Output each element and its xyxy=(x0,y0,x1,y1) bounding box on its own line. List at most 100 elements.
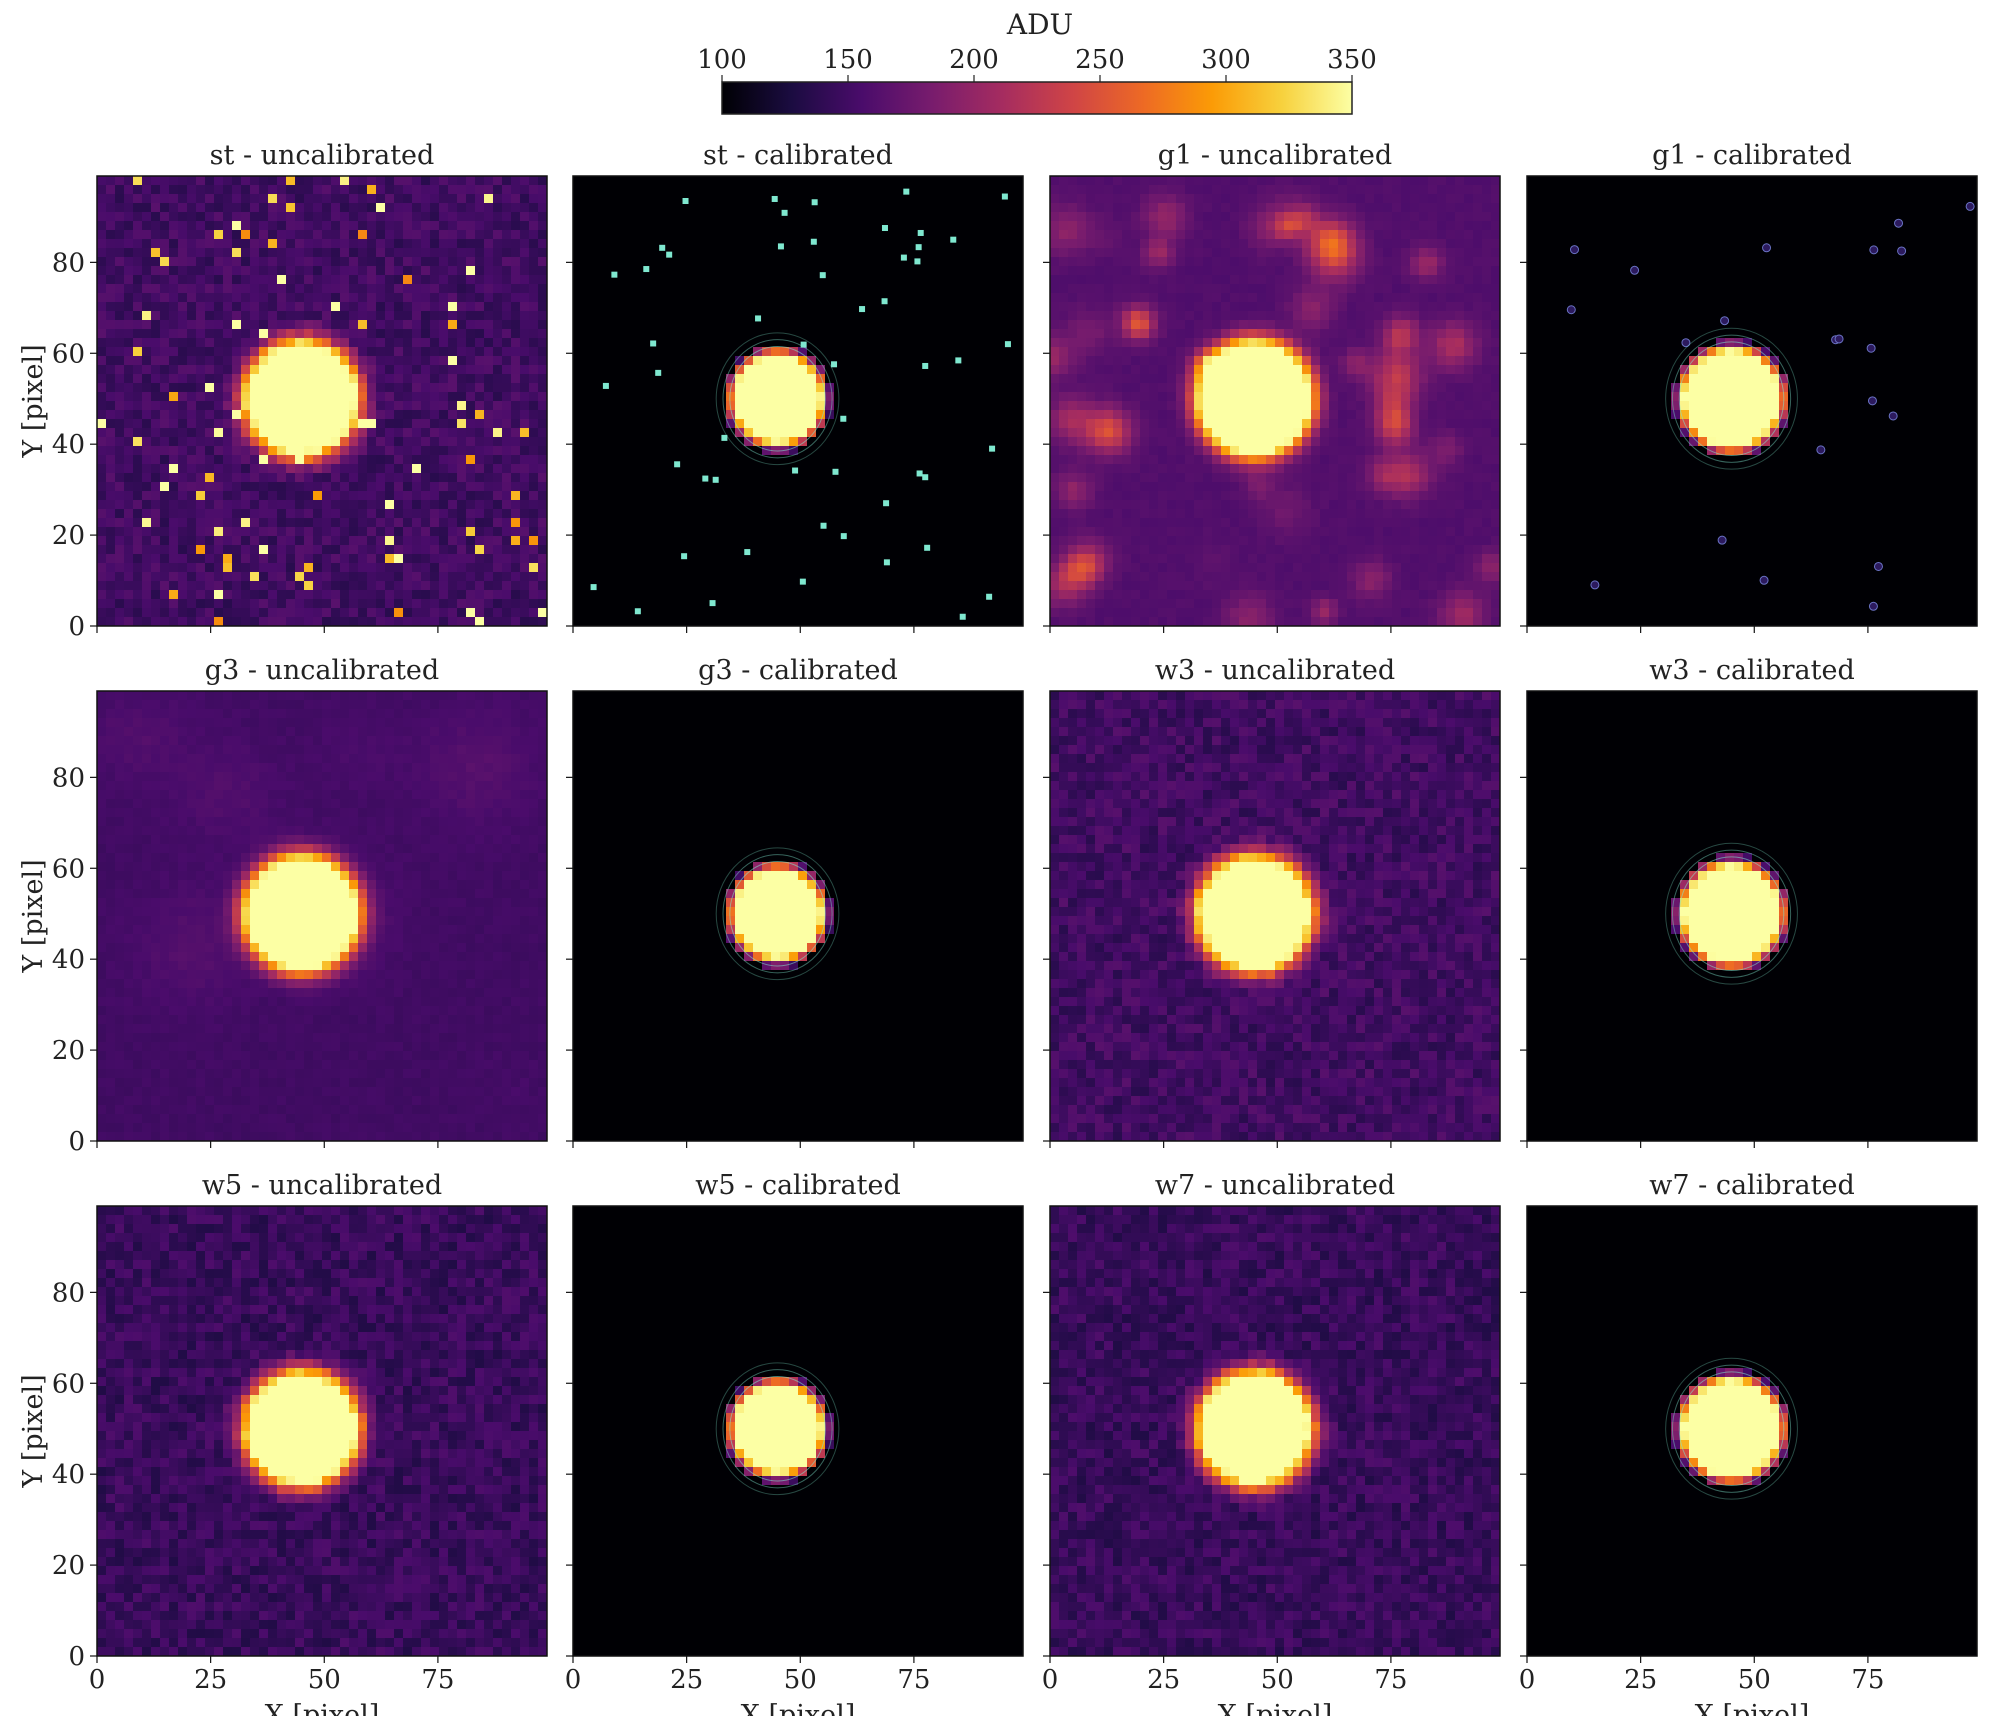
hot-pixel xyxy=(881,225,888,232)
panel-w7-calibrated: w7 - calibrated 0 25 50 75 X [pixel] xyxy=(1519,1170,1978,1716)
heatmap-image xyxy=(1050,1206,1500,1656)
y-tick-label: 0 xyxy=(68,1642,85,1672)
speck xyxy=(1888,411,1898,421)
panel-st-calibrated: st - calibrated xyxy=(566,140,1024,633)
hot-pixel xyxy=(989,445,996,452)
y-axis-label: Y [pixel] xyxy=(18,859,49,973)
hot-pixel xyxy=(955,357,962,364)
colorbar-tick-label: 100 xyxy=(697,45,747,75)
colorbar-tick-label: 300 xyxy=(1201,45,1251,75)
hot-pixel xyxy=(832,468,839,475)
hot-pixel xyxy=(666,251,673,258)
x-tick-label: 0 xyxy=(1042,1665,1059,1695)
x-axis-label: X [pixel] xyxy=(741,1700,856,1716)
heatmap-image xyxy=(97,1206,547,1656)
hot-pixel xyxy=(712,476,719,483)
hot-pixel xyxy=(650,340,657,347)
hot-pixel xyxy=(900,254,907,261)
y-tick-label: 60 xyxy=(52,339,85,369)
colorbar-tick-label: 200 xyxy=(949,45,999,75)
panel-title: w5 - uncalibrated xyxy=(202,1170,442,1201)
panel-g3-calibrated: g3 - calibrated xyxy=(566,655,1024,1148)
hot-pixel xyxy=(709,600,716,607)
speck xyxy=(1717,535,1727,545)
speck xyxy=(1897,246,1907,256)
speck xyxy=(1759,575,1769,585)
x-tick-label: 25 xyxy=(1147,1665,1180,1695)
hot-pixel xyxy=(755,315,762,322)
x-tick-label: 0 xyxy=(89,1665,106,1695)
axes-frame xyxy=(1049,1205,1501,1657)
speck xyxy=(1873,561,1883,571)
contour xyxy=(722,339,833,459)
hot-pixel xyxy=(777,243,784,250)
speck xyxy=(1867,396,1877,406)
axes-frame xyxy=(96,1205,548,1657)
panel-g1-calibrated: g1 - calibrated xyxy=(1520,140,1978,633)
contour-lines xyxy=(1665,1357,1798,1500)
axes-frame xyxy=(572,690,1024,1142)
speck xyxy=(1894,218,1904,228)
x-tick-label: 75 xyxy=(1851,1665,1884,1695)
hot-pixel xyxy=(634,608,641,615)
hot-pixel xyxy=(655,369,662,376)
panel-w3-uncalibrated: w3 - uncalibrated xyxy=(1043,655,1501,1148)
x-tick-label: 50 xyxy=(1261,1665,1294,1695)
hot-pixel xyxy=(702,475,709,482)
y-tick-label: 80 xyxy=(52,248,85,278)
contour-lines xyxy=(715,1362,840,1496)
hot-pixel xyxy=(859,306,866,313)
hot-pixel xyxy=(820,522,827,529)
axes-frame xyxy=(1526,1205,1978,1657)
x-tick-label: 25 xyxy=(194,1665,227,1695)
hot-pixel xyxy=(840,415,847,422)
contour xyxy=(729,345,826,452)
contour xyxy=(1665,1357,1798,1500)
contour xyxy=(1678,341,1785,457)
y-tick-label: 60 xyxy=(52,1369,85,1399)
hot-pixel xyxy=(922,474,929,481)
panel-st-uncalibrated: st - uncalibrated 0 20 40 60 80 Y [pixel] xyxy=(18,140,548,642)
panel-title: st - uncalibrated xyxy=(210,140,435,171)
hot-pixel xyxy=(986,593,993,600)
panel-w7-uncalibrated: w7 - uncalibrated 0 25 50 75 X [pixel] xyxy=(1042,1170,1501,1716)
heatmap-image xyxy=(1527,176,1977,626)
y-tick-label: 40 xyxy=(52,945,85,975)
hot-pixel xyxy=(914,258,921,265)
contour-lines xyxy=(1665,842,1798,985)
hot-pixel xyxy=(590,584,597,591)
contour-lines xyxy=(715,332,840,466)
x-tick-label: 25 xyxy=(1624,1665,1657,1695)
panel-title: g1 - uncalibrated xyxy=(1158,140,1392,171)
hot-pixel xyxy=(799,578,806,585)
contour-lines xyxy=(715,847,840,981)
heatmap-image xyxy=(1050,176,1500,626)
hot-pixel xyxy=(959,613,966,620)
axes-frame xyxy=(1526,175,1978,627)
hot-pixel xyxy=(1004,341,1011,348)
hot-pixel xyxy=(840,533,847,540)
contour xyxy=(715,847,840,981)
y-tick-label: 20 xyxy=(52,521,85,551)
heatmap-image xyxy=(1050,691,1500,1141)
x-tick-label: 0 xyxy=(565,1665,582,1695)
y-tick-label: 80 xyxy=(52,763,85,793)
axes-frame xyxy=(572,1205,1024,1657)
contour xyxy=(722,1369,833,1489)
contour xyxy=(1671,334,1792,463)
speck xyxy=(1720,316,1730,326)
speck xyxy=(1834,334,1844,344)
heatmap-image xyxy=(573,691,1023,1141)
y-tick-label: 40 xyxy=(52,1460,85,1490)
x-tick-label: 25 xyxy=(670,1665,703,1695)
hot-pixel xyxy=(883,559,890,566)
x-tick-label: 75 xyxy=(897,1665,930,1695)
x-tick-label: 50 xyxy=(784,1665,817,1695)
heatmap-image xyxy=(573,1206,1023,1656)
x-tick-label: 50 xyxy=(1738,1665,1771,1695)
contour xyxy=(1665,327,1798,470)
hot-pixel xyxy=(611,271,618,278)
hot-pixel xyxy=(602,382,609,389)
panel-g1-uncalibrated: g1 - uncalibrated xyxy=(1043,140,1501,633)
colorbar-gradient xyxy=(721,81,1353,115)
